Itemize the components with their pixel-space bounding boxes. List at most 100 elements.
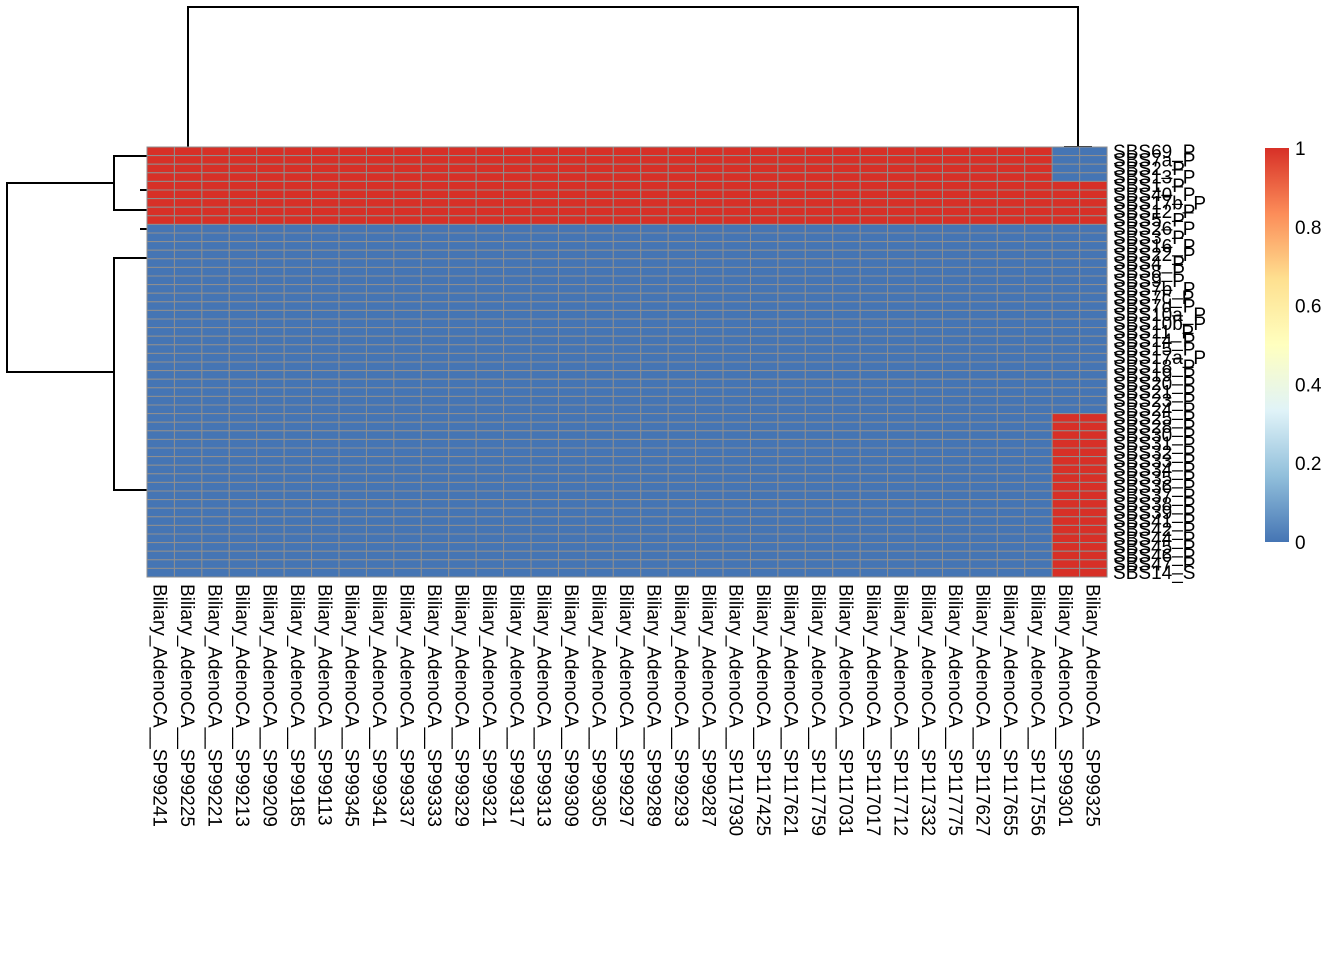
heatmap-cell: [859, 189, 889, 200]
heatmap-cell: [1079, 473, 1108, 483]
heatmap-cell: [420, 301, 450, 311]
heatmap-cell: [228, 215, 258, 225]
heatmap-cell: [914, 327, 943, 337]
heatmap-cell: [640, 421, 669, 432]
heatmap-cell: [640, 447, 669, 458]
heatmap-cell: [311, 481, 340, 492]
heatmap-cell: [420, 404, 450, 415]
heatmap-cell: [941, 309, 971, 320]
heatmap-cell: [475, 550, 505, 561]
heatmap-cell: [969, 507, 998, 518]
heatmap-cell: [859, 464, 889, 475]
heatmap-cell: [859, 490, 889, 501]
heatmap-cell: [311, 559, 340, 569]
heatmap-cell: [749, 507, 779, 518]
heatmap-cell: [749, 550, 779, 561]
heatmap-cell: [530, 395, 559, 406]
heatmap-cell: [530, 215, 559, 225]
heatmap-cell: [173, 232, 203, 243]
heatmap-cell: [996, 473, 1026, 483]
heatmap-cell: [804, 189, 834, 200]
heatmap-cell: [914, 499, 943, 509]
heatmap-cell: [201, 249, 230, 260]
heatmap-cell: [228, 370, 258, 380]
heatmap-cell: [969, 292, 998, 303]
heatmap-cell: [503, 456, 532, 466]
heatmap-cell: [393, 481, 422, 492]
heatmap-cell: [859, 258, 889, 268]
heatmap-cell: [640, 490, 669, 501]
heatmap-cell: [311, 318, 340, 329]
heatmap-cell: [695, 198, 724, 208]
heatmap-cell: [503, 309, 532, 320]
heatmap-cell: [393, 473, 422, 483]
heatmap-cell: [530, 309, 559, 320]
heatmap-cell: [503, 559, 532, 569]
heatmap-cell: [887, 421, 916, 432]
heatmap-cell: [585, 146, 614, 157]
heatmap-cell: [1024, 490, 1053, 501]
heatmap-cell: [777, 361, 806, 372]
heatmap-cell: [420, 318, 450, 329]
heatmap-cell: [914, 542, 943, 552]
heatmap-cell: [612, 163, 642, 174]
heatmap-cell: [585, 395, 614, 406]
heatmap-cell: [420, 361, 450, 372]
heatmap-cell: [1051, 378, 1081, 389]
heatmap-cell: [173, 550, 203, 561]
heatmap-cell: [722, 490, 751, 501]
heatmap-cell: [393, 172, 422, 182]
heatmap-cell: [228, 438, 258, 449]
color-legend: 00.20.40.60.81: [1265, 139, 1322, 554]
heatmap-cell: [1024, 542, 1053, 552]
heatmap-cell: [969, 395, 998, 406]
heatmap-cell: [338, 507, 367, 518]
heatmap-cell: [969, 542, 998, 552]
heatmap-cell: [448, 198, 477, 208]
heatmap-cell: [557, 155, 587, 165]
heatmap-cell: [695, 206, 724, 217]
column-label: Biliary_AdenoCA__SP117775: [944, 584, 965, 836]
heatmap-cell: [585, 215, 614, 225]
heatmap-cell: [914, 550, 943, 561]
heatmap-cell: [941, 266, 971, 277]
heatmap-cell: [859, 507, 889, 518]
legend-tick-label: 0.8: [1295, 218, 1321, 239]
heatmap-cell: [585, 378, 614, 389]
heatmap-cell: [201, 413, 230, 423]
column-label: Biliary_AdenoCA__SP99209: [258, 584, 279, 827]
heatmap-cell: [695, 404, 724, 415]
heatmap-cell: [887, 180, 916, 191]
heatmap-cell: [640, 155, 669, 165]
heatmap-cell: [1079, 284, 1108, 294]
heatmap-cell: [585, 456, 614, 466]
heatmap-cell: [749, 404, 779, 415]
column-label: Biliary_AdenoCA__SP117759: [807, 584, 828, 836]
heatmap-cell: [338, 344, 367, 354]
heatmap-cell: [640, 292, 669, 303]
heatmap-cell: [1079, 352, 1108, 363]
heatmap-cell: [503, 241, 532, 251]
heatmap-cell: [667, 172, 697, 182]
heatmap-cell: [996, 352, 1026, 363]
heatmap-cell: [448, 507, 477, 518]
heatmap-cell: [1024, 318, 1053, 329]
heatmap-cell: [1024, 567, 1053, 578]
heatmap-cell: [667, 318, 697, 329]
heatmap-cell: [173, 352, 203, 363]
heatmap-cell: [201, 404, 230, 415]
heatmap-cell: [338, 516, 367, 526]
heatmap-cell: [667, 146, 697, 157]
heatmap-cell: [146, 335, 175, 346]
heatmap-cell: [1051, 361, 1081, 372]
heatmap-cell: [640, 249, 669, 260]
heatmap-cell: [146, 318, 175, 329]
heatmap-cell: [777, 232, 806, 243]
heatmap-cell: [228, 490, 258, 501]
heatmap-cell: [311, 361, 340, 372]
heatmap-cell: [146, 223, 175, 234]
row-label: SBS3_P: [1113, 228, 1185, 249]
row-label: SBS13_P: [1113, 168, 1195, 189]
row-label: SBS39_P: [1113, 503, 1195, 524]
heatmap-cell: [256, 275, 285, 286]
